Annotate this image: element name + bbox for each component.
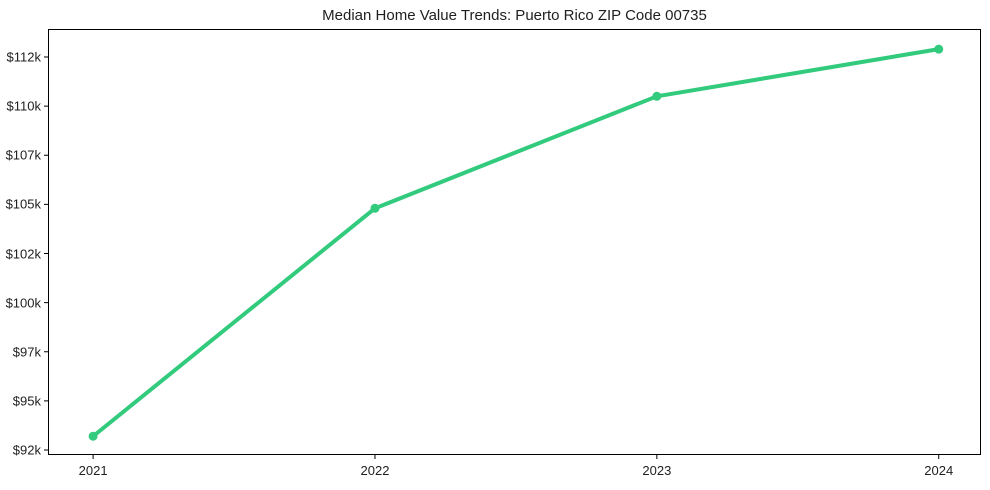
series-line <box>91 47 941 439</box>
y-tick-label: $102k <box>5 246 41 261</box>
x-tick-label: 2023 <box>642 463 672 478</box>
data-point-marker <box>934 44 944 54</box>
x-tick-label: 2024 <box>924 463 954 478</box>
data-point-marker <box>88 431 98 441</box>
y-tick-label: $110k <box>6 98 41 114</box>
y-tick-label: $95k <box>12 393 41 409</box>
chart-title: Median Home Value Trends: Puerto Rico ZI… <box>322 7 707 24</box>
y-tick-label: $97k <box>12 344 41 360</box>
y-tick-label: $100k <box>5 295 41 311</box>
data-point-marker <box>370 203 380 213</box>
axes-frame <box>48 29 981 455</box>
y-tick-label: $107k <box>5 147 41 163</box>
y-tick-label: $105k <box>5 196 41 212</box>
x-tick-label: 2022 <box>360 463 390 478</box>
y-tick-label: $92k <box>12 442 41 458</box>
y-tick-label: $112k <box>6 49 41 65</box>
x-tick-label: 2021 <box>78 463 108 478</box>
data-point-marker <box>652 91 662 101</box>
